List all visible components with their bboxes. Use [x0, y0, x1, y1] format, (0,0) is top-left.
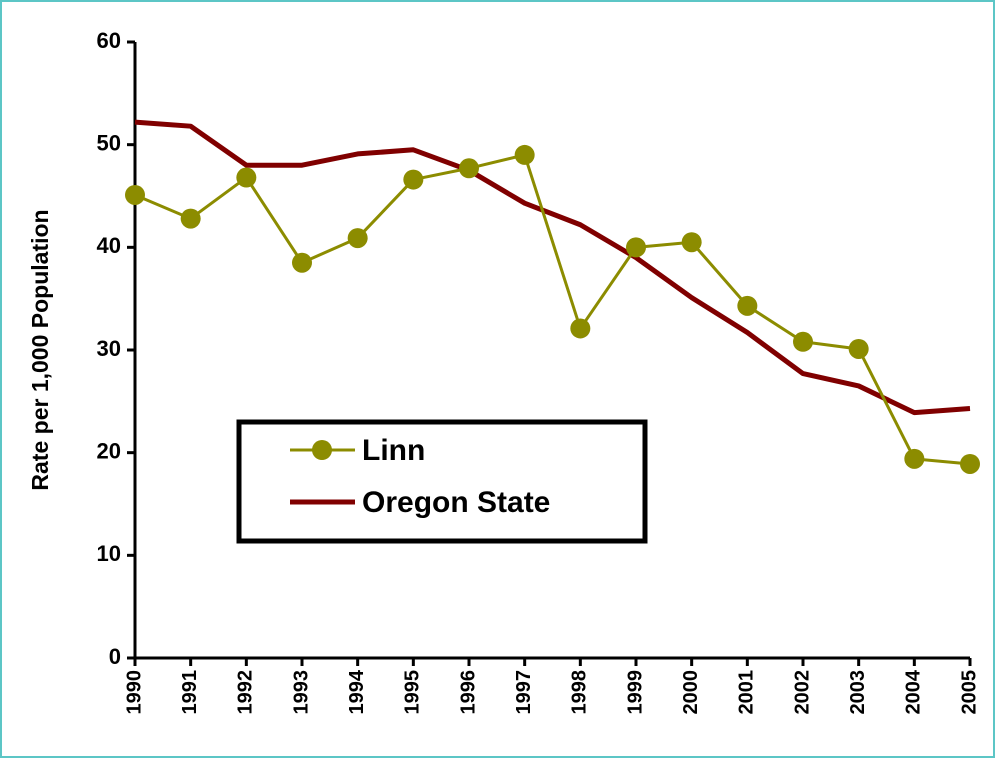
y-tick-label: 60: [97, 28, 121, 53]
x-tick-label: 2005: [958, 670, 980, 715]
legend-box: [236, 419, 648, 544]
marker: [848, 338, 869, 359]
x-tick-label: 2002: [791, 670, 813, 715]
y-tick-label: 40: [97, 233, 121, 258]
marker: [904, 448, 925, 469]
marker: [737, 295, 758, 316]
marker: [180, 208, 201, 229]
marker: [292, 252, 312, 273]
marker: [347, 228, 368, 249]
marker: [681, 232, 702, 253]
marker: [626, 237, 646, 258]
y-tick-label: 30: [97, 336, 121, 361]
legend-marker: [312, 440, 332, 460]
y-tick-label: 0: [109, 644, 121, 669]
marker: [570, 318, 591, 339]
x-tick-label: 1990: [123, 670, 145, 715]
x-tick-label: 2003: [847, 670, 869, 715]
line: [134, 153, 971, 466]
y-tick-label: 50: [97, 130, 121, 155]
marker: [793, 331, 813, 352]
marker: [459, 158, 479, 179]
x-tick-label: 1992: [235, 670, 257, 715]
x-tick-label: 1995: [402, 670, 424, 715]
x-tick-label: 1994: [346, 669, 368, 714]
legend-label: Oregon State: [362, 486, 550, 519]
marker: [514, 144, 535, 165]
y-tick-label: 10: [97, 541, 121, 566]
x-tick-label: 1997: [513, 670, 535, 715]
marker: [236, 167, 257, 188]
x-tick-label: 2001: [736, 670, 758, 715]
y-axis-label: Rate per 1,000 Population: [27, 209, 53, 490]
line: [134, 119, 971, 416]
x-tick-label: 2004: [903, 669, 925, 714]
legend-label: Linn: [362, 434, 425, 467]
x-tick-label: 1993: [290, 670, 312, 715]
x-tick-label: 1996: [457, 670, 479, 715]
x-tick-label: 1998: [569, 670, 591, 715]
x-tick-label: 2000: [680, 670, 702, 715]
y-tick-label: 20: [97, 438, 121, 463]
x-tick-label: 1999: [624, 670, 646, 715]
marker: [125, 184, 145, 205]
marker: [403, 169, 424, 190]
x-tick-label: 1991: [179, 670, 201, 715]
marker: [960, 453, 980, 474]
